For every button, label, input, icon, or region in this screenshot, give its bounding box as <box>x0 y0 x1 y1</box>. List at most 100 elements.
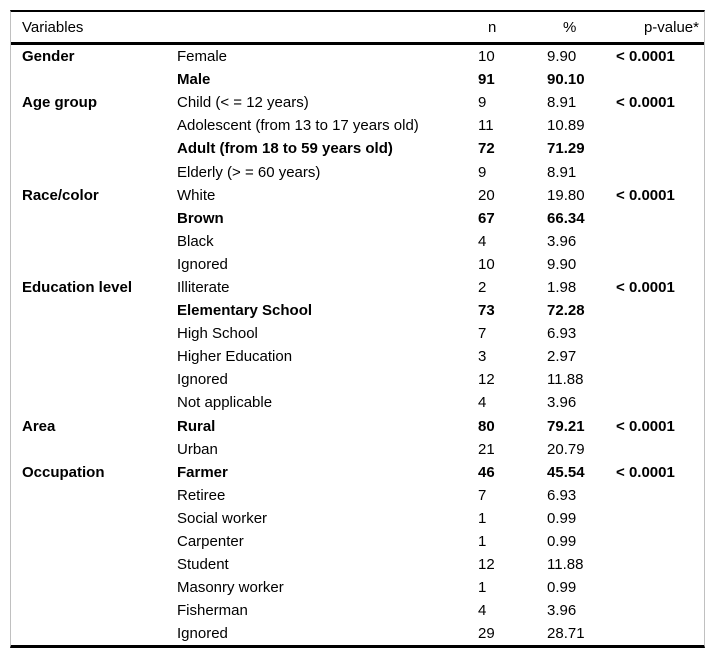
p-value-cell <box>616 114 704 137</box>
p-value-cell <box>616 507 704 530</box>
table-row: High School 7 6.93 <box>11 322 704 345</box>
category-cell: Farmer <box>177 463 228 481</box>
n-cell: 46 <box>478 463 495 481</box>
table-row: Occupation Farmer 46 45.54 < 0.0001 <box>11 461 704 484</box>
percent-cell: 1.98 <box>547 278 577 296</box>
group-cell <box>11 299 177 322</box>
p-value-cell: < 0.0001 <box>616 94 675 112</box>
category-cell: Ignored <box>177 255 228 273</box>
p-value-cell: < 0.0001 <box>616 463 675 481</box>
group-cell <box>11 553 177 576</box>
group-cell: Age group <box>22 94 97 112</box>
percent-cell: 11.88 <box>547 371 584 389</box>
column-header-variables: Variables <box>11 12 479 45</box>
table-row: Higher Education 3 2.97 <box>11 345 704 368</box>
category-cell: High School <box>177 325 258 343</box>
table-row: Student 12 11.88 <box>11 553 704 576</box>
category-cell: Fisherman <box>177 602 248 620</box>
group-cell <box>11 576 177 599</box>
p-value-cell: < 0.0001 <box>616 48 675 66</box>
group-cell <box>11 507 177 530</box>
table-row: Adolescent (from 13 to 17 years old) 11 … <box>11 114 704 137</box>
category-cell: Masonry worker <box>177 579 284 597</box>
percent-cell: 9.90 <box>547 255 577 273</box>
p-value-cell <box>616 68 704 91</box>
p-value-cell <box>616 322 704 345</box>
group-cell <box>11 322 177 345</box>
percent-cell: 8.91 <box>547 163 577 181</box>
group-cell: Area <box>22 417 56 435</box>
n-cell: 20 <box>478 186 495 204</box>
n-cell: 4 <box>478 232 487 250</box>
group-cell <box>11 160 177 183</box>
table-row: Urban 21 20.79 <box>11 438 704 461</box>
category-cell: Illiterate <box>177 278 230 296</box>
table-row: Ignored 10 9.90 <box>11 253 704 276</box>
table-row: Ignored 12 11.88 <box>11 368 704 391</box>
n-cell: 11 <box>478 117 494 135</box>
n-cell: 7 <box>478 486 487 504</box>
statistics-table-frame: Variables n % p-value* Gender Female 10 … <box>10 10 705 649</box>
p-value-cell <box>616 622 704 645</box>
table-row: Ignored 29 28.71 <box>11 622 704 645</box>
percent-cell: 11.88 <box>547 556 584 574</box>
n-cell: 12 <box>478 371 495 389</box>
percent-cell: 0.99 <box>547 509 577 527</box>
n-cell: 4 <box>478 394 487 412</box>
n-cell: 72 <box>478 140 495 158</box>
group-cell <box>11 114 177 137</box>
category-cell: Social worker <box>177 509 268 527</box>
percent-cell: 0.99 <box>547 533 577 551</box>
group-cell: Education level <box>22 278 133 296</box>
group-cell <box>11 530 177 553</box>
p-value-cell <box>616 599 704 622</box>
column-header-percent: % <box>547 12 617 45</box>
group-cell <box>11 68 177 91</box>
n-cell: 80 <box>478 417 495 435</box>
percent-cell: 6.93 <box>547 486 577 504</box>
n-cell: 73 <box>478 302 495 320</box>
p-value-cell <box>616 253 704 276</box>
category-cell: Black <box>177 232 214 250</box>
percent-cell: 9.90 <box>547 48 577 66</box>
p-value-cell: < 0.0001 <box>616 417 675 435</box>
n-cell: 2 <box>478 278 487 296</box>
table-row: Not applicable 4 3.96 <box>11 391 704 414</box>
group-cell <box>11 345 177 368</box>
table-row: Masonry worker 1 0.99 <box>11 576 704 599</box>
percent-cell: 8.91 <box>547 94 577 112</box>
table-row: Race/color White 20 19.80 < 0.0001 <box>11 184 704 207</box>
percent-cell: 19.80 <box>547 186 585 204</box>
p-value-cell <box>616 160 704 183</box>
group-cell: Occupation <box>22 463 105 481</box>
category-cell: Elderly (> = 60 years) <box>177 163 321 181</box>
category-cell: Ignored <box>177 371 228 389</box>
n-cell: 1 <box>478 579 487 597</box>
group-cell <box>11 137 177 160</box>
table-row: Retiree 7 6.93 <box>11 484 704 507</box>
category-cell: Female <box>177 48 228 66</box>
p-value-cell <box>616 391 704 414</box>
group-cell: Gender <box>22 48 75 66</box>
percent-cell: 3.96 <box>547 602 577 620</box>
n-cell: 7 <box>478 325 487 343</box>
category-cell: Carpenter <box>177 533 244 551</box>
statistics-table: Variables n % p-value* Gender Female 10 … <box>11 12 704 645</box>
category-cell: Rural <box>177 417 216 435</box>
percent-cell: 3.96 <box>547 394 577 412</box>
n-cell: 10 <box>478 48 495 66</box>
table-body: Gender Female 10 9.90 < 0.0001 Male 91 9… <box>11 44 704 646</box>
p-value-cell <box>616 207 704 230</box>
p-value-cell <box>616 299 704 322</box>
group-cell <box>11 484 177 507</box>
p-value-cell <box>616 368 704 391</box>
percent-cell: 20.79 <box>547 440 585 458</box>
category-cell: Student <box>177 556 229 574</box>
n-cell: 67 <box>478 209 495 227</box>
table-row: Male 91 90.10 <box>11 68 704 91</box>
p-value-cell <box>616 484 704 507</box>
percent-cell: 72.28 <box>547 302 585 320</box>
table-row: Fisherman 4 3.96 <box>11 599 704 622</box>
group-cell <box>11 368 177 391</box>
n-cell: 10 <box>478 255 495 273</box>
